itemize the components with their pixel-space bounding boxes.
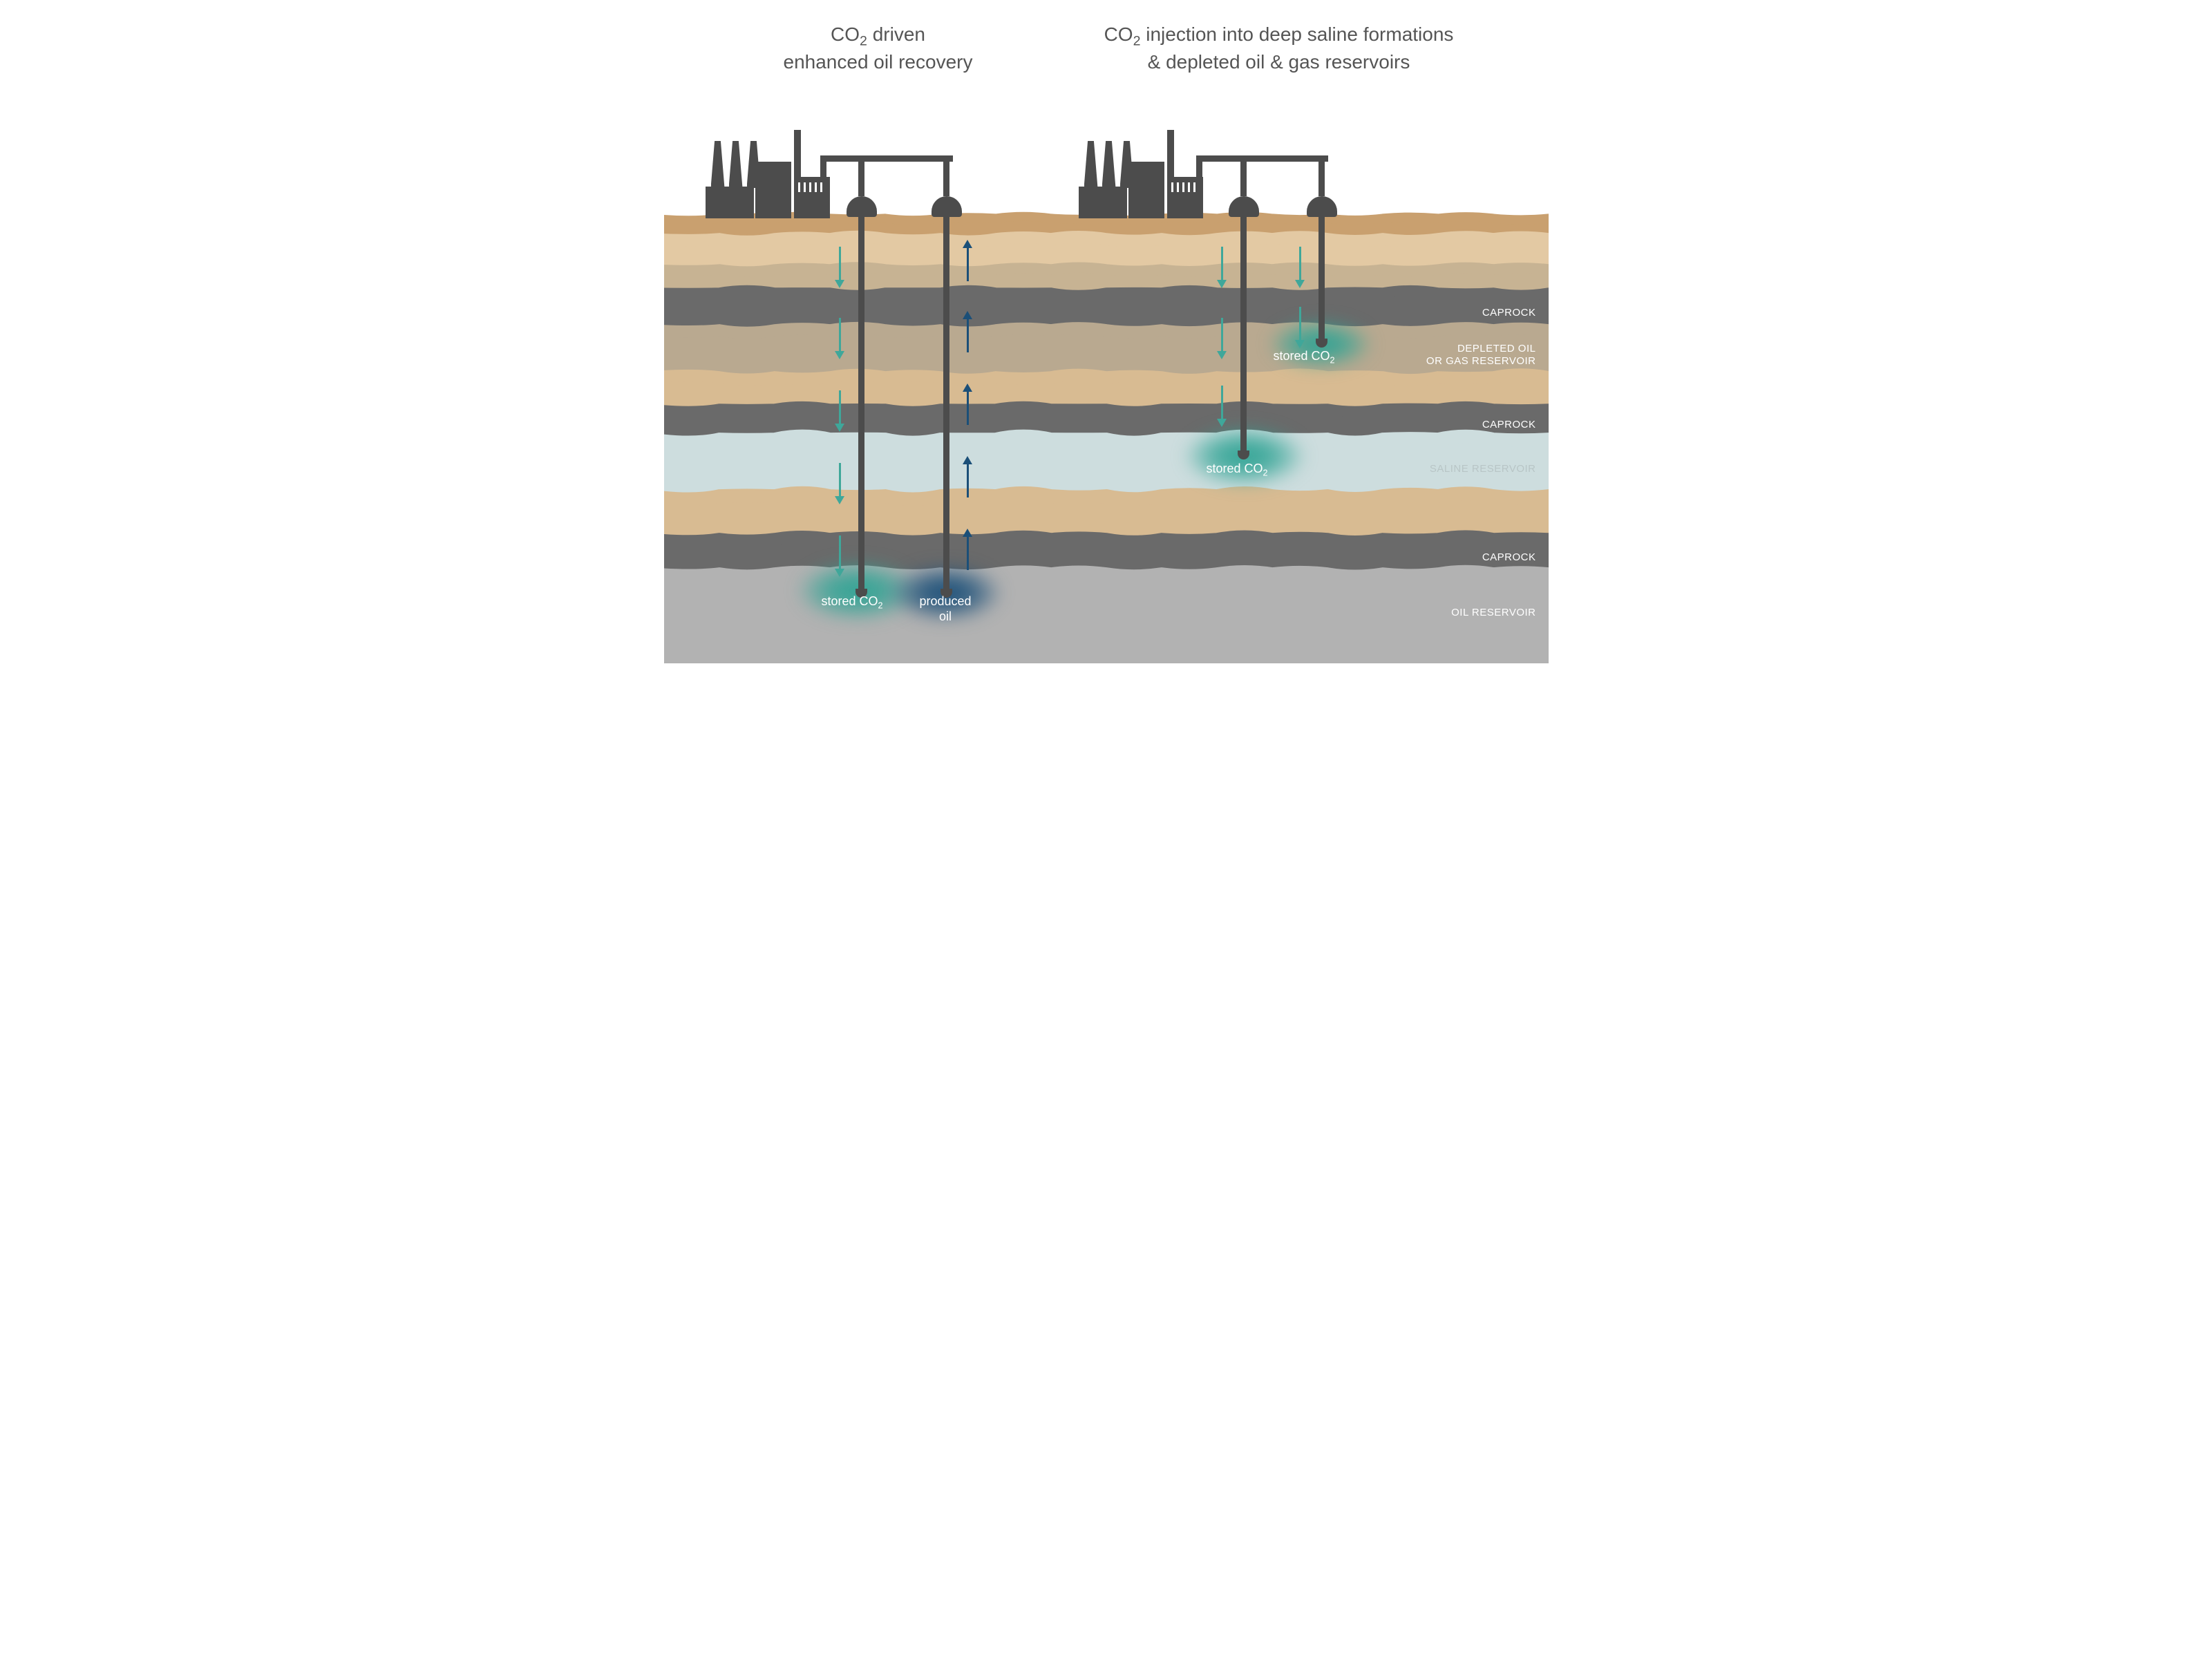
arrow-teal-down-4 (839, 535, 841, 570)
arrow-teal-down-3 (839, 463, 841, 497)
arrow-teal-down-0 (1221, 247, 1223, 281)
layer-label-caprock3: CAPROCK (1482, 551, 1536, 564)
arrow-teal-down-1 (839, 318, 841, 352)
layer-oilres (664, 573, 1549, 663)
layer-caprock3 (664, 539, 1549, 573)
layer-label-caprock1: CAPROCK (1482, 307, 1536, 319)
arrow-navy-up-1 (967, 318, 969, 352)
well-eor_produce (943, 206, 949, 589)
factory-left_factory (706, 117, 830, 218)
pipe-h-left (820, 155, 953, 162)
layer-topsoil1 (664, 218, 1549, 239)
layer-saline (664, 439, 1549, 496)
title-left: CO2 drivenenhanced oil recovery (747, 22, 1010, 74)
blob-label-eor_co2: stored CO2 (822, 594, 883, 612)
blob-label-right_saline: stored CO2 (1207, 462, 1268, 479)
blob-label-eor_oil: producedoil (920, 594, 972, 624)
layer-topsoil2 (664, 239, 1549, 269)
arrow-navy-up-3 (967, 463, 969, 497)
layer-depleted (664, 330, 1549, 377)
blob-label-right_depleted: stored CO2 (1274, 349, 1335, 366)
well-right_depleted_well (1318, 206, 1325, 339)
layer-label-saline: SALINE RESERVOIR (1430, 463, 1536, 475)
pipe-drop-right-1 (1318, 155, 1325, 196)
arrow-teal-down-0 (1299, 247, 1301, 281)
factory-right_factory (1079, 117, 1203, 218)
pipe-drop-right-0 (1240, 155, 1247, 196)
well-eor_inject (858, 206, 864, 589)
pipe-h-right (1196, 155, 1328, 162)
layer-caprock1 (664, 293, 1549, 330)
arrow-navy-up-2 (967, 390, 969, 425)
layer-label-depleted: DEPLETED OILOR GAS RESERVOIR (1426, 343, 1536, 368)
title-right: CO2 injection into deep saline formation… (1058, 22, 1500, 74)
pipe-drop-left-1 (943, 155, 949, 196)
arrow-teal-down-1 (1299, 307, 1301, 341)
pipe-drop-left-0 (858, 155, 864, 196)
arrow-teal-down-2 (839, 390, 841, 425)
layer-sand1 (664, 377, 1549, 409)
well-right_saline_well (1240, 206, 1247, 451)
layer-label-caprock2: CAPROCK (1482, 419, 1536, 431)
layer-topsoil3 (664, 269, 1549, 293)
layer-label-oilres: OIL RESERVOIR (1451, 607, 1535, 619)
layer-caprock2 (664, 409, 1549, 439)
arrow-teal-down-0 (839, 247, 841, 281)
arrow-teal-down-2 (1221, 386, 1223, 420)
arrow-navy-up-0 (967, 247, 969, 281)
arrow-navy-up-4 (967, 535, 969, 570)
arrow-teal-down-1 (1221, 318, 1223, 352)
layer-sand2 (664, 496, 1549, 539)
